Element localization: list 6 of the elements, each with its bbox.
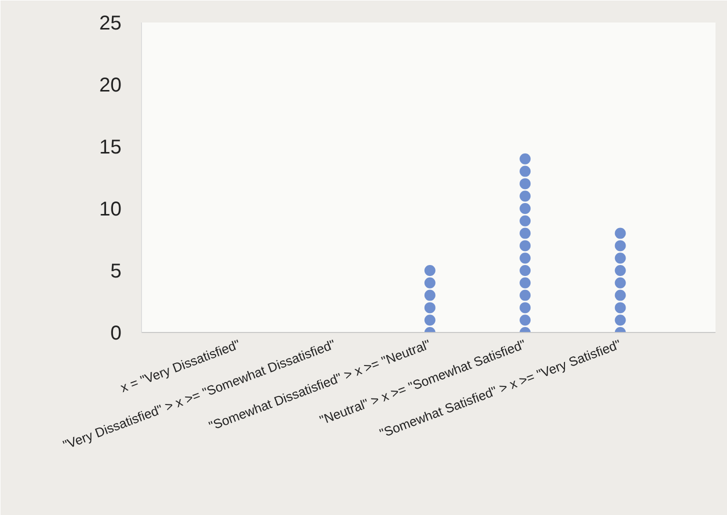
y-tick-label: 20: [99, 74, 122, 96]
y-tick-label: 5: [110, 260, 122, 282]
y-tick-label: 15: [99, 136, 122, 158]
y-tick-label: 0: [110, 322, 122, 344]
y-tick-label: 10: [99, 198, 122, 220]
y-tick-label: 25: [99, 12, 122, 34]
